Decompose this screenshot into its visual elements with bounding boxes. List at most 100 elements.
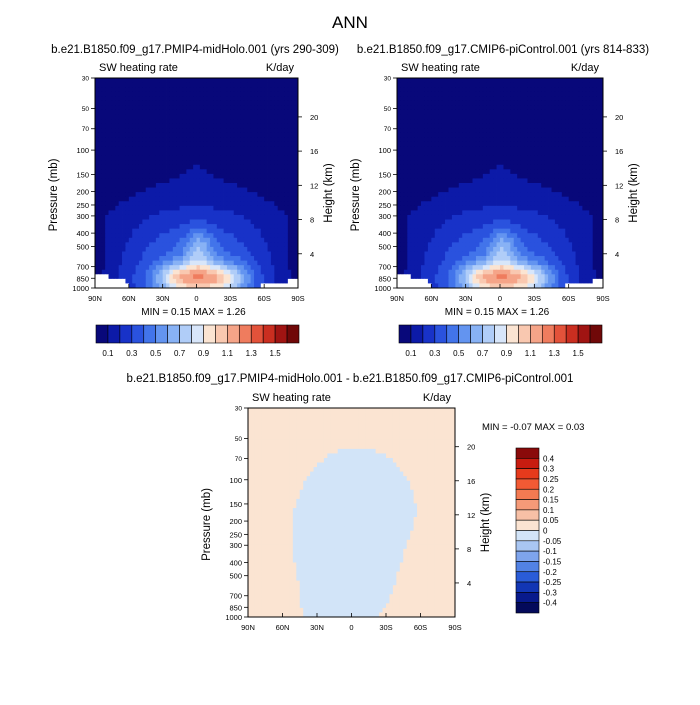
field-cell <box>122 238 126 243</box>
field-cell <box>186 92 190 97</box>
field-cell <box>197 274 201 279</box>
field-cell <box>112 210 116 215</box>
field-cell <box>558 146 562 151</box>
field-cell <box>565 206 569 211</box>
field-cell <box>193 92 197 97</box>
field-cell <box>176 197 180 202</box>
field-cell <box>240 146 244 151</box>
field-cell <box>572 229 576 234</box>
field-cell <box>180 270 184 275</box>
field-cell <box>400 174 404 179</box>
field-cell <box>159 119 163 124</box>
field-cell <box>418 201 422 206</box>
field-cell <box>531 133 535 138</box>
field-cell <box>579 92 583 97</box>
field-cell <box>274 156 278 161</box>
field-cell <box>400 101 404 106</box>
field-cell <box>220 156 224 161</box>
field-cell <box>207 256 211 261</box>
field-cell <box>593 119 597 124</box>
field-cell <box>163 110 167 115</box>
colorbar-swatch <box>156 325 168 343</box>
field-cell <box>156 233 160 238</box>
field-cell <box>452 78 456 83</box>
field-cell <box>562 169 566 174</box>
field-cell <box>452 156 456 161</box>
field-cell <box>112 178 116 183</box>
field-cell <box>545 137 549 142</box>
field-cell <box>284 261 288 266</box>
field-cell <box>119 265 123 270</box>
field-cell <box>240 279 244 284</box>
field-cell <box>210 156 214 161</box>
field-cell <box>517 78 521 83</box>
field-cell <box>98 261 102 266</box>
field-cell <box>166 96 170 101</box>
field-cell <box>159 105 163 110</box>
field-cell <box>125 165 129 170</box>
field-cell <box>572 137 576 142</box>
field-cell <box>142 87 146 92</box>
field-cell <box>119 274 123 279</box>
field-cell <box>224 105 228 110</box>
field-cell <box>200 83 204 88</box>
field-cell <box>193 215 197 220</box>
field-cell <box>183 251 187 256</box>
field-cell <box>514 92 518 97</box>
field-cell <box>190 247 194 252</box>
field-cell <box>411 201 415 206</box>
field-cell <box>240 215 244 220</box>
field-cell <box>538 142 542 147</box>
field-cell <box>548 210 552 215</box>
field-cell <box>169 188 173 193</box>
field-cell <box>98 137 102 142</box>
field-cell <box>169 96 173 101</box>
field-cell <box>234 274 238 279</box>
field-cell <box>153 233 157 238</box>
field-cell <box>548 220 552 225</box>
field-cell <box>589 183 593 188</box>
field-cell <box>397 160 401 165</box>
field-cell <box>142 233 146 238</box>
field-cell <box>459 87 463 92</box>
field-cell <box>183 215 187 220</box>
field-cell <box>418 229 422 234</box>
field-cell <box>268 242 272 247</box>
field-cell <box>400 210 404 215</box>
field-cell <box>193 78 197 83</box>
field-cell <box>186 146 190 151</box>
field-cell <box>169 279 173 284</box>
field-cell <box>411 169 415 174</box>
field-cell <box>268 124 272 129</box>
field-cell <box>476 87 480 92</box>
field-cell <box>479 238 483 243</box>
field-cell <box>207 201 211 206</box>
field-cell <box>220 229 224 234</box>
field-cell <box>122 201 126 206</box>
field-cell <box>240 247 244 252</box>
field-cell <box>473 215 477 220</box>
field-cell <box>139 115 143 120</box>
field-cell <box>119 160 123 165</box>
field-cell <box>442 197 446 202</box>
field-cell <box>500 133 504 138</box>
field-cell <box>507 229 511 234</box>
field-cell <box>271 83 275 88</box>
field-cell <box>166 128 170 133</box>
colorbar-label: 0.5 <box>150 349 162 358</box>
field-cell <box>497 233 501 238</box>
field-cell <box>230 137 234 142</box>
field-cell <box>153 119 157 124</box>
field-cell <box>418 156 422 161</box>
field-cell <box>244 115 248 120</box>
field-cell <box>193 110 197 115</box>
field-cell <box>149 87 153 92</box>
field-cell <box>500 192 504 197</box>
field-cell <box>445 92 449 97</box>
field-cell <box>119 210 123 215</box>
field-cell <box>452 183 456 188</box>
field-cell <box>105 188 109 193</box>
field-cell <box>213 174 217 179</box>
field-cell <box>479 210 483 215</box>
